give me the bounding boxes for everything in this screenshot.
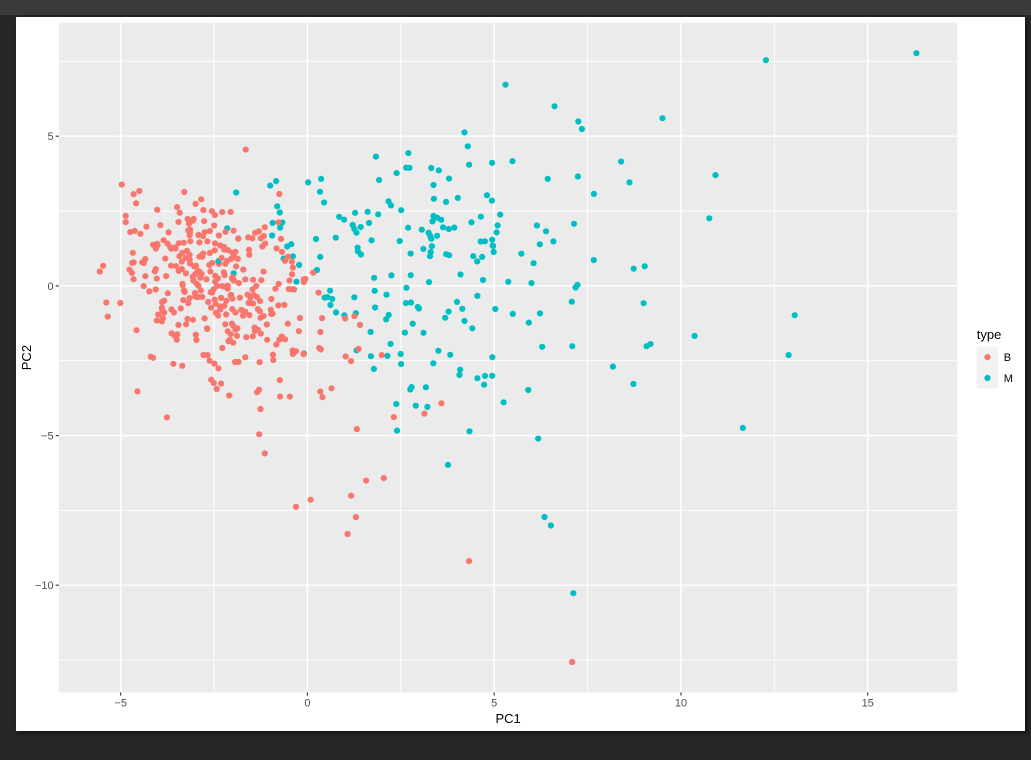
svg-text:type: type (977, 327, 1002, 342)
svg-text:PC2: PC2 (19, 345, 34, 370)
svg-text:0: 0 (304, 698, 310, 710)
svg-text:0: 0 (47, 281, 53, 293)
svg-text:PC1: PC1 (495, 711, 520, 726)
svg-text:−5: −5 (41, 431, 54, 443)
svg-text:−10: −10 (35, 580, 54, 592)
svg-text:M: M (1004, 373, 1013, 385)
svg-text:5: 5 (491, 698, 497, 710)
svg-text:B: B (1004, 352, 1011, 364)
svg-text:10: 10 (675, 698, 687, 710)
svg-text:−5: −5 (114, 698, 127, 710)
svg-text:5: 5 (47, 131, 53, 143)
svg-text:15: 15 (862, 698, 874, 710)
